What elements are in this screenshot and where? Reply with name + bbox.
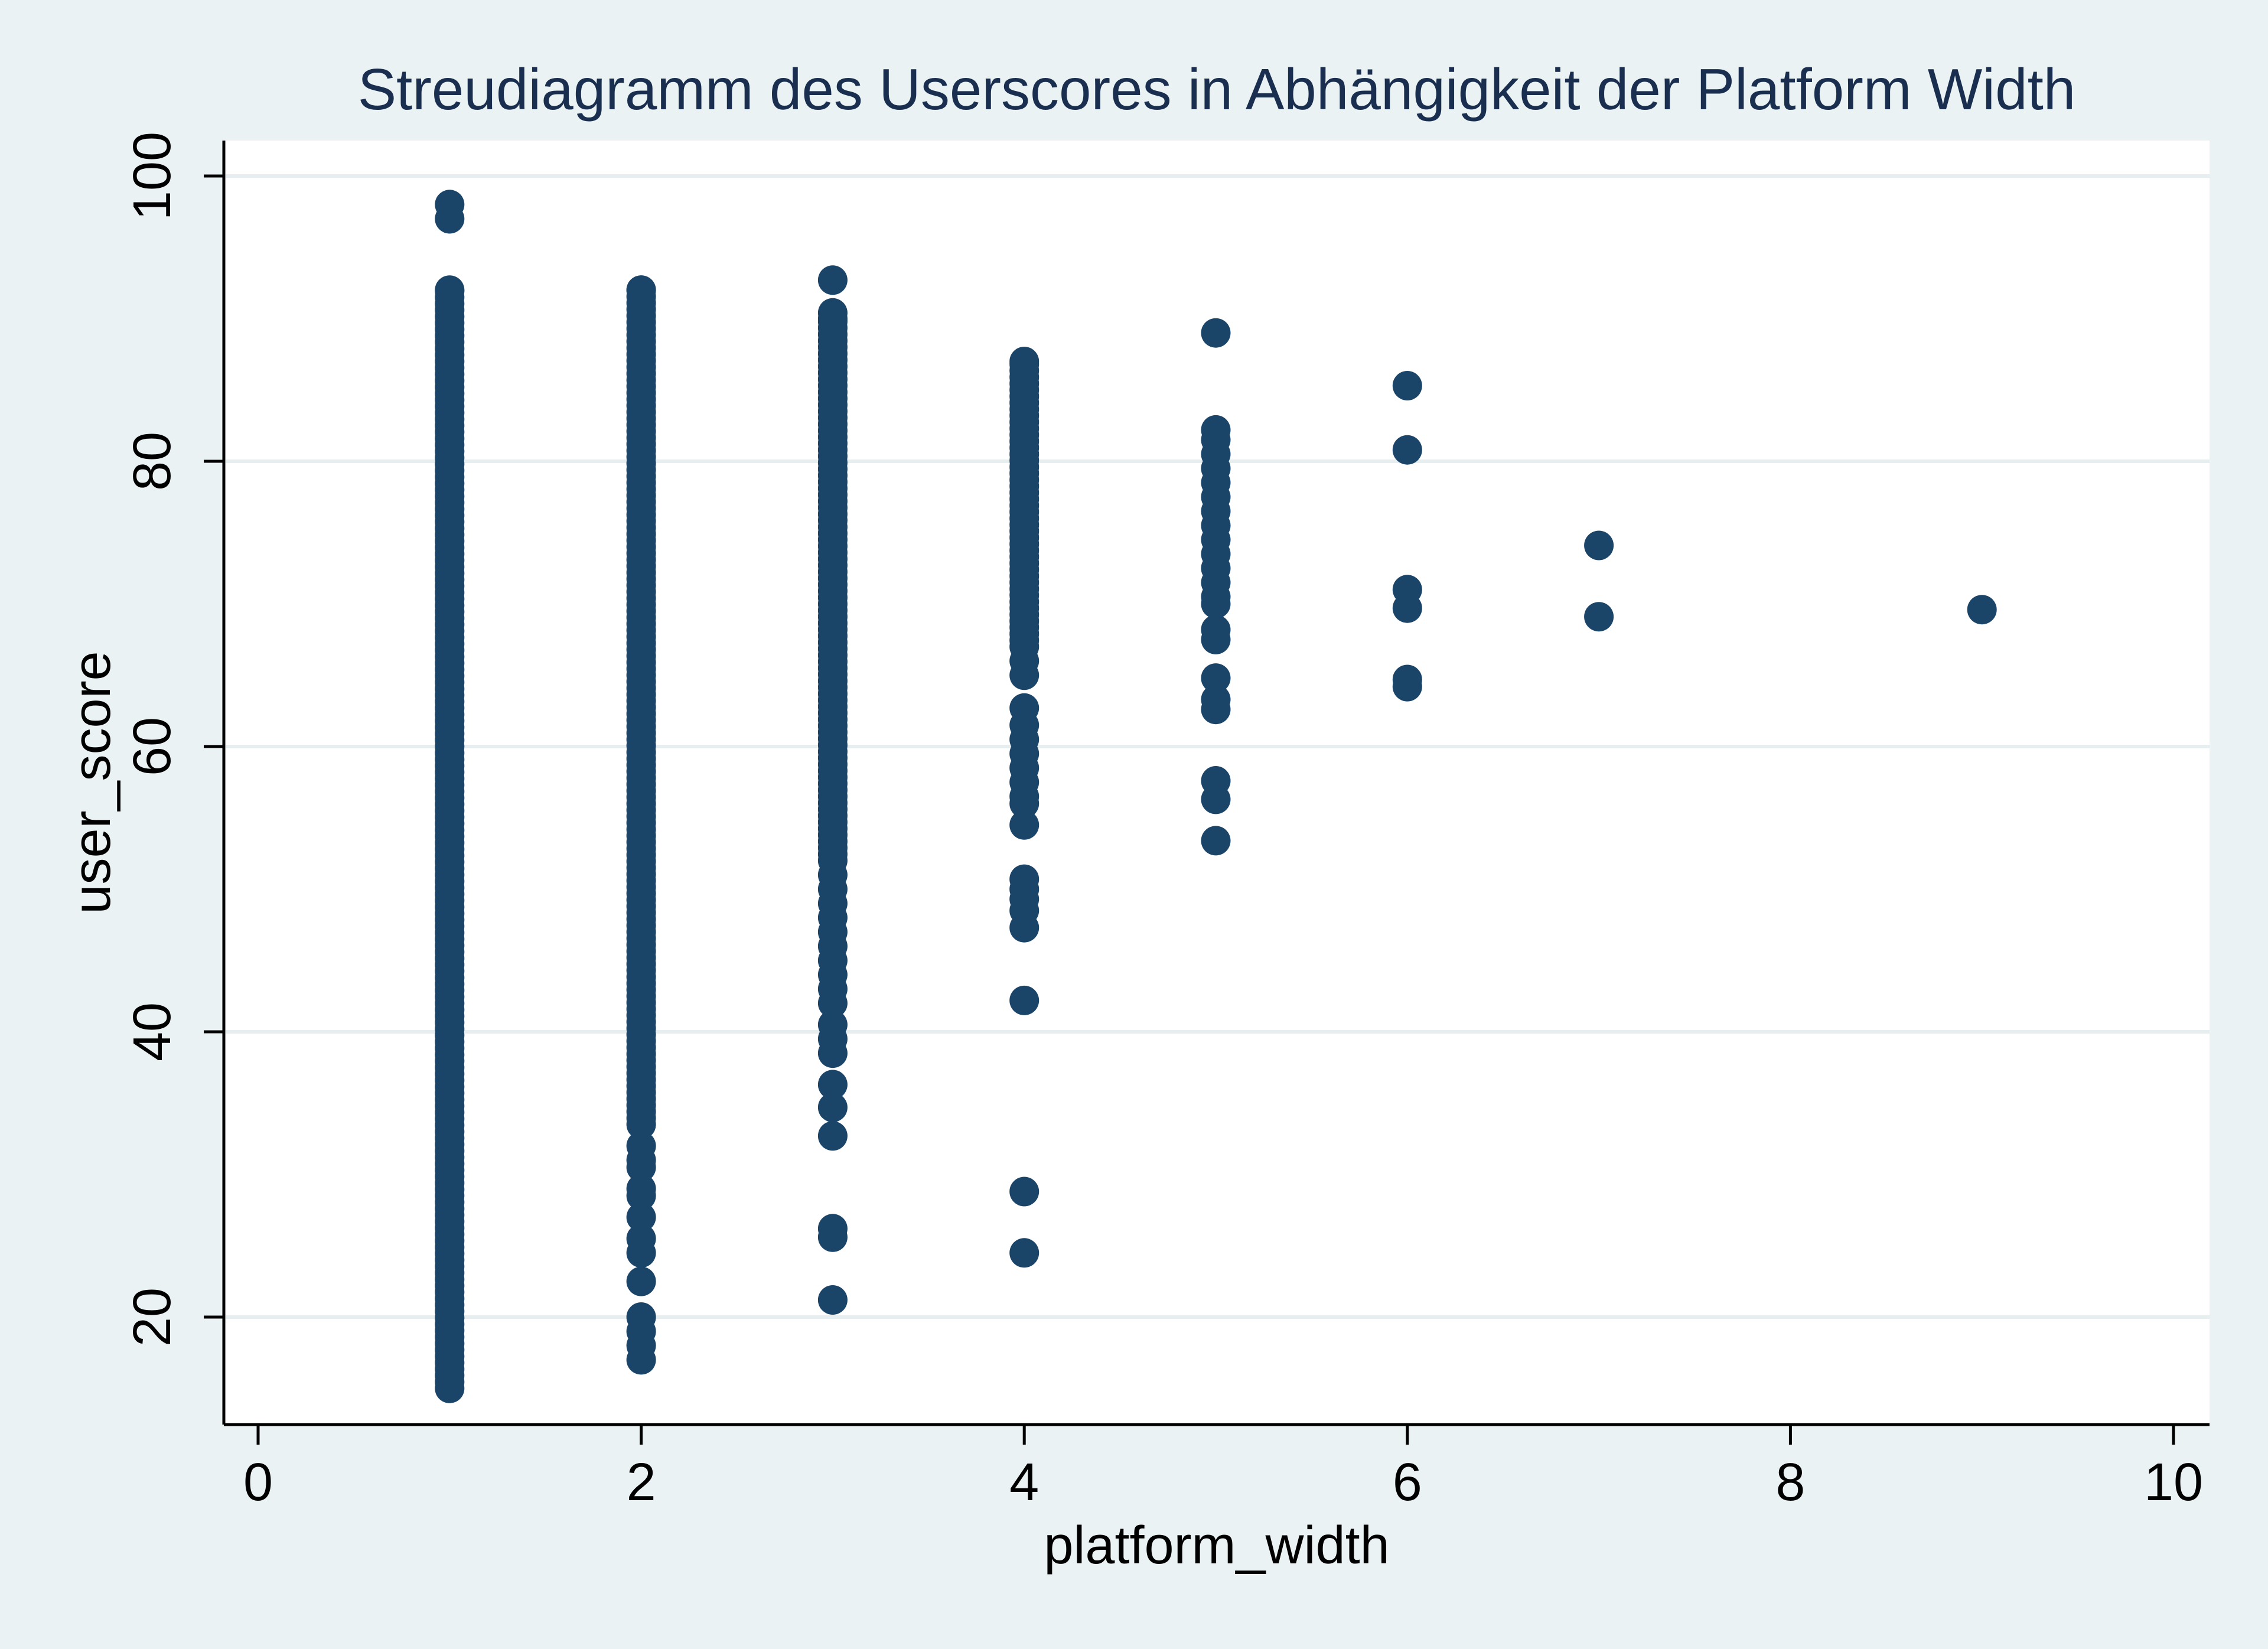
- x-tick-label-10: 10: [2144, 1453, 2203, 1512]
- data-point: [1009, 347, 1040, 376]
- y-tick-label-40: 40: [123, 1002, 182, 1061]
- data-point: [1201, 663, 1231, 693]
- chart-title: Streudiagramm des Userscores in Abhängig…: [358, 57, 2076, 122]
- data-point: [1967, 595, 1997, 625]
- data-point: [1009, 660, 1040, 690]
- data-point: [817, 1121, 848, 1151]
- data-point: [817, 298, 848, 328]
- x-axis-label: platform_width: [1044, 1516, 1389, 1575]
- data-point: [817, 1038, 848, 1068]
- data-point: [626, 1152, 656, 1182]
- data-point: [817, 1285, 848, 1315]
- data-point: [1009, 1177, 1040, 1207]
- x-tick-label-0: 0: [243, 1453, 273, 1512]
- data-point: [1009, 788, 1040, 819]
- data-point: [1201, 695, 1231, 725]
- data-point: [626, 1266, 656, 1296]
- data-point: [1009, 1238, 1040, 1268]
- data-point: [435, 275, 465, 305]
- data-points: [435, 190, 1997, 1403]
- data-point: [1584, 530, 1614, 560]
- data-point: [626, 1238, 656, 1268]
- data-point: [817, 1093, 848, 1122]
- data-point: [626, 1202, 656, 1232]
- data-point: [1009, 985, 1040, 1015]
- data-point: [1584, 602, 1614, 632]
- data-point: [1201, 589, 1231, 619]
- data-point: [626, 275, 656, 305]
- x-tick-label-6: 6: [1393, 1453, 1422, 1512]
- data-point: [817, 1070, 848, 1100]
- data-point: [626, 1345, 656, 1375]
- data-point: [1201, 624, 1231, 654]
- data-point: [1392, 672, 1422, 702]
- data-point: [1392, 435, 1422, 465]
- y-tick-label-80: 80: [123, 432, 182, 491]
- data-point: [1392, 593, 1422, 623]
- y-tick-label-20: 20: [123, 1288, 182, 1347]
- y-tick-label-100: 100: [123, 132, 182, 220]
- x-tick-label-8: 8: [1775, 1453, 1805, 1512]
- x-tick-label-4: 4: [1009, 1453, 1039, 1512]
- axes: [222, 141, 2210, 1426]
- data-point: [1201, 318, 1231, 348]
- axis-ticks: 20 40 60 80 100 0 2 4 6 8 10: [123, 132, 2203, 1512]
- y-axis-label: user_score: [63, 651, 122, 914]
- data-point: [1201, 826, 1231, 856]
- data-point: [817, 1222, 848, 1252]
- data-point: [1201, 784, 1231, 814]
- y-tick-label-60: 60: [123, 717, 182, 776]
- data-point: [1009, 913, 1040, 943]
- data-point: [817, 988, 848, 1018]
- data-point: [817, 265, 848, 295]
- data-point: [1392, 371, 1422, 400]
- data-point: [626, 1181, 656, 1211]
- data-point: [435, 190, 465, 220]
- x-tick-label-2: 2: [627, 1453, 656, 1512]
- data-point: [1009, 810, 1040, 840]
